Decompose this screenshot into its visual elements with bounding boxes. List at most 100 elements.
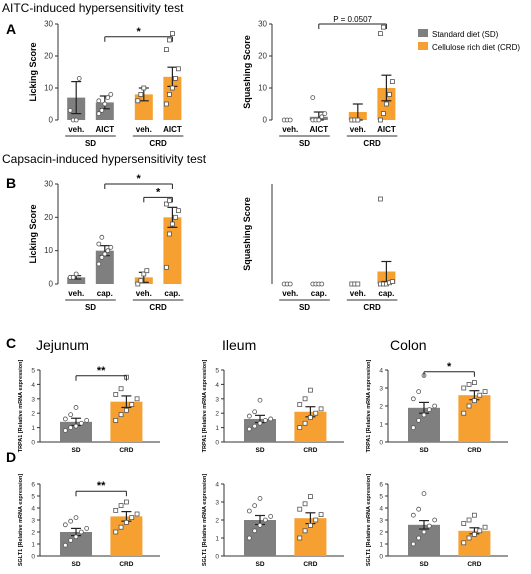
data-point: [262, 517, 268, 523]
data-point: [297, 506, 303, 512]
data-point: [471, 380, 477, 386]
x-tick-label: SD: [419, 561, 428, 568]
y-tick-label: 30: [44, 180, 53, 189]
y-tick-label: 6: [379, 482, 383, 489]
data-point: [124, 499, 129, 505]
data-point: [482, 389, 488, 395]
data-point: [297, 402, 303, 407]
data-point: [287, 117, 293, 123]
y-tick-label: 10: [258, 84, 267, 93]
y-tick-label: 0: [31, 554, 35, 561]
data-point: [257, 397, 263, 403]
data-point: [318, 406, 324, 412]
y-tick-label: 1: [215, 536, 219, 543]
data-point: [73, 271, 79, 277]
data-point: [477, 528, 483, 534]
x-tick-label: CRD: [303, 561, 317, 568]
data-point: [380, 111, 386, 116]
x-tick-label: veh.: [136, 289, 152, 298]
data-point: [166, 92, 172, 97]
y-axis-label: Squashing Score: [242, 35, 252, 109]
data-point: [410, 396, 416, 402]
x-tick-label: CRD: [303, 447, 317, 454]
legend-label-crd: Cellulose rich diet (CRD): [432, 43, 520, 52]
data-point: [410, 512, 416, 518]
y-tick-label: 1: [215, 425, 219, 432]
data-point: [257, 523, 263, 528]
data-point: [124, 407, 129, 413]
y-axis-label: SGLT1 [Relative mRNA expression]: [202, 474, 208, 566]
x-tick-label: SD: [255, 561, 264, 568]
data-point: [73, 117, 79, 123]
group-label: CRD: [363, 303, 381, 312]
data-point: [175, 208, 181, 214]
data-point: [118, 386, 124, 392]
data-point: [355, 117, 361, 123]
col-title-colon: Colon: [390, 337, 427, 353]
y-tick-label: 2: [215, 518, 219, 525]
data-point: [246, 508, 252, 514]
data-point: [410, 425, 416, 431]
data-point: [68, 412, 74, 418]
data-point: [287, 281, 293, 287]
data-point: [68, 425, 74, 431]
panel-letter-c: C: [6, 335, 16, 351]
significance-label: **: [97, 365, 106, 377]
data-point: [169, 85, 175, 91]
data-point: [466, 535, 472, 541]
significance-label: *: [136, 173, 141, 185]
x-tick-label: CRD: [467, 447, 481, 454]
data-point: [257, 420, 263, 426]
y-tick-label: 3: [31, 396, 35, 403]
y-tick-label: 20: [44, 52, 53, 61]
x-tick-label: veh.: [68, 125, 84, 134]
y-tick-label: 0: [49, 280, 54, 289]
data-point: [166, 37, 172, 43]
data-point: [377, 196, 383, 202]
data-point: [383, 101, 389, 107]
y-axis-label: SGLT1 [Relative mRNA expression]: [366, 474, 372, 566]
data-point: [461, 385, 467, 391]
data-point: [134, 396, 140, 402]
y-tick-label: 6: [31, 482, 35, 489]
data-point: [118, 524, 124, 530]
data-point: [252, 409, 258, 415]
data-point: [297, 425, 303, 431]
legend-label-sd: Standard diet (SD): [432, 30, 499, 39]
data-point: [113, 392, 119, 397]
data-point: [386, 92, 392, 97]
y-tick-label: 5: [31, 494, 35, 501]
x-tick-label: veh.: [350, 125, 366, 134]
data-point: [389, 279, 395, 284]
data-point: [316, 117, 322, 123]
y-tick-label: 3: [215, 396, 219, 403]
data-point: [477, 392, 483, 398]
x-tick-label: AICT: [163, 125, 182, 134]
data-point: [262, 417, 268, 423]
data-point: [172, 214, 178, 220]
data-point: [68, 538, 74, 543]
data-point: [96, 241, 102, 247]
data-point: [62, 522, 68, 528]
y-tick-label: 4: [215, 382, 219, 389]
x-tick-label: cap.: [97, 289, 113, 298]
data-point: [410, 541, 416, 547]
data-point: [166, 198, 172, 204]
group-label: CRD: [149, 139, 167, 148]
data-point: [96, 261, 102, 267]
data-point: [307, 387, 313, 393]
capsaicin-title: Capsacin-induced hypersensitivity test: [2, 152, 207, 166]
bar: [95, 102, 114, 120]
data-point: [138, 92, 144, 97]
data-point: [76, 76, 82, 81]
x-tick-label: AICT: [309, 125, 328, 134]
data-point: [73, 534, 79, 540]
y-tick-label: 1: [379, 422, 383, 429]
chart-c2: 0 1 2 3 4 5 TRPA1 [Relative mRNA expression] SD…: [202, 360, 344, 454]
bar: [67, 277, 86, 284]
data-point: [416, 506, 422, 512]
data-point: [302, 528, 308, 534]
data-point: [482, 524, 488, 530]
